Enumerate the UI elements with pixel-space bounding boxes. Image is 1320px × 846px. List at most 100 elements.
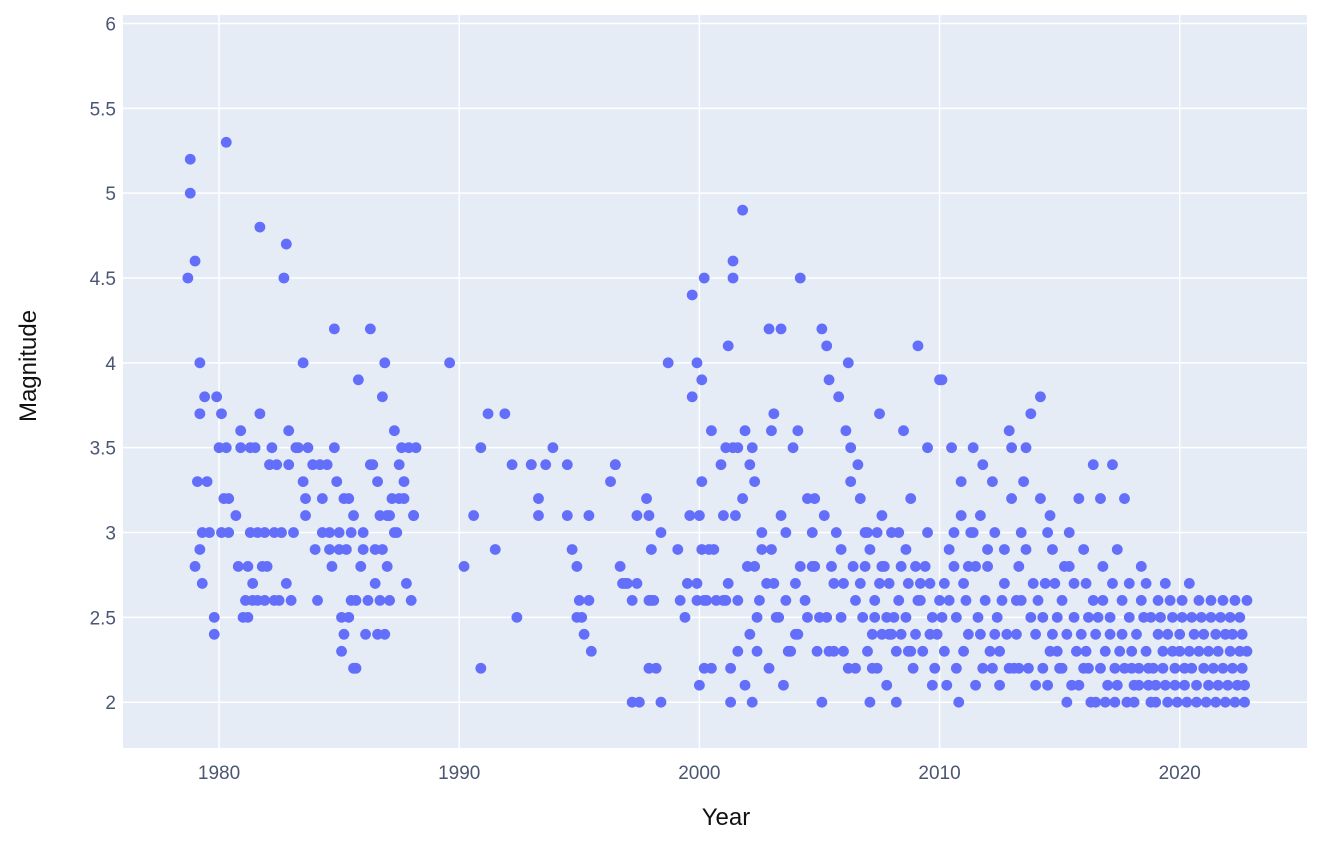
data-point: [1140, 578, 1152, 589]
data-point: [1051, 611, 1063, 623]
data-point: [1241, 645, 1253, 657]
data-point: [1133, 679, 1145, 691]
data-point: [751, 611, 763, 623]
data-point: [705, 662, 717, 674]
data-point: [1212, 679, 1224, 691]
y-tick-label: 5: [105, 184, 116, 205]
data-point: [388, 425, 400, 437]
data-point: [283, 459, 295, 471]
data-point: [890, 645, 902, 657]
data-point: [1224, 645, 1236, 657]
data-point: [974, 628, 986, 640]
data-point: [278, 272, 290, 284]
data-point: [1198, 628, 1210, 640]
data-point: [566, 544, 578, 555]
data-point: [297, 357, 309, 369]
data-point: [1042, 679, 1054, 691]
data-point: [338, 628, 350, 640]
data-point: [360, 628, 371, 640]
data-point: [991, 611, 1003, 623]
data-point: [943, 594, 955, 606]
data-point: [1061, 628, 1073, 640]
data-point: [989, 527, 1001, 538]
data-point: [996, 594, 1008, 606]
data-point: [1035, 493, 1046, 504]
data-point: [982, 544, 993, 555]
data-point: [631, 510, 643, 521]
data-point: [1047, 544, 1058, 555]
data-point: [345, 527, 357, 538]
data-point: [367, 459, 379, 471]
data-point: [254, 221, 266, 233]
data-point: [775, 323, 787, 335]
data-point: [857, 611, 869, 623]
data-point: [989, 628, 1001, 640]
data-points: [182, 136, 1253, 708]
data-point: [1203, 645, 1214, 657]
data-point: [614, 561, 626, 572]
data-point: [655, 696, 667, 708]
data-point: [919, 561, 931, 572]
data-point: [1203, 679, 1214, 691]
data-point: [1006, 442, 1018, 454]
data-point: [910, 561, 921, 572]
data-point: [381, 561, 393, 572]
data-point: [895, 628, 907, 640]
data-point: [1063, 527, 1075, 538]
data-point: [1205, 611, 1217, 623]
data-point: [1215, 611, 1226, 623]
data-point: [838, 645, 849, 657]
data-point: [1133, 662, 1145, 674]
data-point: [280, 578, 292, 589]
data-point: [816, 323, 828, 335]
data-point: [405, 594, 417, 606]
data-point: [984, 645, 996, 657]
data-point: [1092, 611, 1104, 623]
data-point: [917, 645, 929, 657]
data-point: [626, 594, 638, 606]
data-point: [189, 561, 201, 572]
data-point: [775, 510, 787, 521]
data-point: [936, 374, 948, 386]
data-point: [408, 510, 419, 521]
data-point: [1188, 628, 1200, 640]
data-point: [1152, 594, 1164, 606]
data-point: [1210, 628, 1222, 640]
data-point: [902, 578, 914, 589]
data-point: [737, 493, 749, 504]
data-point: [1095, 493, 1106, 504]
data-point: [768, 408, 780, 420]
data-point: [1107, 578, 1118, 589]
x-tick-label: 1990: [438, 763, 480, 784]
data-point: [192, 476, 203, 488]
data-point: [384, 594, 395, 606]
data-point: [1155, 611, 1166, 623]
data-point: [871, 662, 883, 674]
data-point: [398, 493, 410, 504]
data-point: [328, 323, 340, 335]
x-tick-label: 1980: [198, 763, 240, 784]
data-point: [223, 527, 235, 538]
data-point: [780, 594, 792, 606]
data-point: [220, 442, 232, 454]
data-point: [914, 578, 926, 589]
data-point: [1229, 696, 1241, 708]
data-point: [809, 493, 821, 504]
data-point: [967, 527, 979, 538]
data-point: [1080, 645, 1092, 657]
data-point: [809, 561, 821, 572]
data-point: [883, 578, 895, 589]
data-point: [1227, 662, 1238, 674]
y-tick-label: 6: [105, 14, 116, 35]
y-tick-label: 3: [105, 524, 116, 545]
tick-labels: 1980 1990 2000 2010 2020 2 2.5 3 3.5 4 4.5 5 5.5 6: [90, 14, 1201, 784]
data-point: [242, 561, 254, 572]
data-point: [309, 544, 321, 555]
data-point: [732, 442, 744, 454]
data-point: [1183, 645, 1195, 657]
data-point: [1193, 645, 1205, 657]
data-point: [384, 510, 395, 521]
data-point: [280, 238, 292, 250]
data-point: [1128, 696, 1140, 708]
data-point: [696, 374, 708, 386]
